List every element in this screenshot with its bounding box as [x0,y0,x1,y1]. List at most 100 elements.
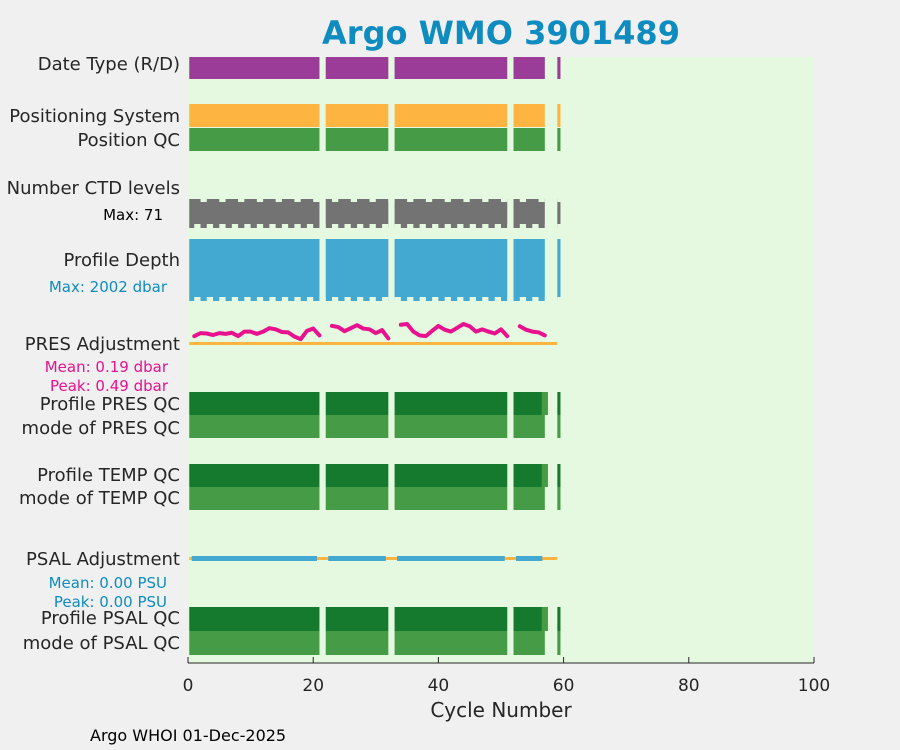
row-bar-segment [557,631,561,655]
depth-notch [544,297,552,301]
timeline-marks [189,57,564,655]
depth-notch [269,297,276,301]
depth-notch [557,297,564,301]
row-bar-segment [394,128,508,151]
row-label: mode of TEMP QC [19,488,180,509]
row-bar-segment [513,104,545,127]
depth-notch [482,224,489,228]
depth-notch [194,297,201,301]
row-note: Max: 71 [103,206,163,224]
row-bar-segment [513,392,545,415]
row-bar-segment [513,199,545,228]
depth-notch [494,224,501,228]
depth-notch [344,297,351,301]
depth-notch [219,297,226,301]
depth-notch [432,224,439,228]
x-tick-label: 100 [798,676,830,696]
row-bar-segment [325,607,389,631]
depth-notch [331,297,339,301]
footer-credit: Argo WHOI 01-Dec-2025 [90,726,286,745]
row-bar-segment [394,607,508,631]
depth-notch [407,297,414,301]
row-bar-segment [189,57,320,79]
depth-notch [457,224,464,228]
depth-notch [206,224,214,228]
depth-notch [494,297,501,301]
depth-notch [519,297,527,301]
depth-notch [294,224,301,228]
row-bar-segment [189,487,320,510]
row-bar-segment [325,415,389,438]
depth-notch [382,297,389,301]
depth-notch [382,224,389,228]
row-note: Peak: 0.00 PSU [54,593,167,611]
row-bar-segment [189,392,320,415]
depth-notch [544,224,552,228]
pres-adjustment-line [398,322,510,339]
row-bar-segment [541,392,548,415]
row-bar-segment [325,128,389,151]
depth-notch [532,297,539,301]
pres-adjustment-line [329,323,391,341]
row-bar-segment [325,631,389,655]
row-label: Number CTD levels [7,178,180,199]
row-label: Positioning System [9,106,180,127]
ctd-notch [425,199,433,202]
row-bar-segment [189,415,320,438]
depth-notch [394,224,401,228]
row-bar-segment [325,464,389,487]
depth-notch [331,224,339,228]
pres-adjustment-line [517,324,547,338]
row-label: PSAL Adjustment [26,549,180,570]
depth-notch [206,297,214,301]
row-bar-segment [325,392,389,415]
depth-notch [369,224,376,228]
x-tick-label: 80 [678,676,700,696]
ctd-notch [369,199,376,202]
row-label: PRES Adjustment [25,334,180,355]
row-label: Profile PSAL QC [41,608,180,629]
depth-notch [532,224,539,228]
ctd-notch [463,199,470,202]
depth-notch [507,224,514,228]
pres-adjustment-line [192,326,322,342]
depth-notch [194,224,201,228]
depth-notch [319,224,326,228]
ctd-notch [407,199,414,202]
ctd-notch [294,199,301,202]
row-bar-segment [394,487,508,510]
ctd-notch [275,199,282,202]
ctd-notch [444,199,451,202]
row-bar-segment [557,199,561,228]
row-labels: Date Type (R/D) Positioning System Positio… [7,54,180,654]
row-bar-segment [325,487,389,510]
row-bar-segment [394,392,508,415]
row-bar-segment [394,57,508,79]
depth-notch [344,224,351,228]
row-bar-segment [513,464,545,487]
row-bar-segment [189,199,320,228]
row-bar-segment [513,607,545,631]
row-label: Position QC [77,130,180,151]
row-bar-segment [325,239,389,301]
depth-notch [457,297,464,301]
depth-notch [557,224,564,228]
row-bar-segment [189,631,320,655]
x-axis-label: Cycle Number [430,698,572,722]
row-bar-segment [325,199,389,228]
row-label: mode of PRES QC [22,418,180,439]
depth-notch [244,224,251,228]
row-bar-segment [513,128,545,151]
depth-notch [357,224,364,228]
row-note: Mean: 0.00 PSU [49,574,167,592]
x-tick-label: 40 [428,676,450,696]
row-bar-segment [394,199,508,228]
depth-notch [244,297,251,301]
depth-notch [306,297,314,301]
depth-notch [357,297,364,301]
ctd-notch [482,199,489,202]
row-bar-segment [189,607,320,631]
row-bar-segment [394,239,508,301]
ctd-notch [313,199,320,202]
depth-notch [231,297,239,301]
